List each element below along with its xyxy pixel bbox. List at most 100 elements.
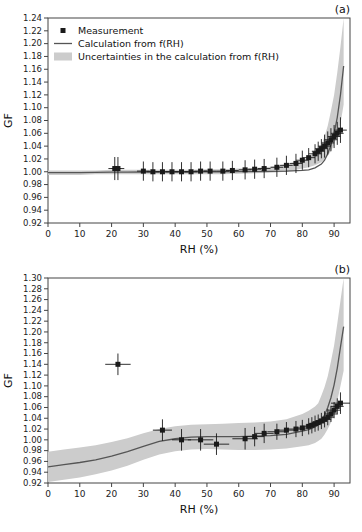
x-tick-label: 30 [138,489,150,499]
y-tick-label: 1.22 [23,316,42,326]
measurement-point [284,163,289,168]
legend-label: Uncertainties in the calculation from f(… [78,51,279,62]
x-tick-label: 50 [201,229,213,239]
y-tick [44,439,48,440]
y-tick [44,472,48,473]
y-tick [44,82,48,83]
calculation-line [48,66,344,173]
y-tick-label: 1.14 [23,77,42,87]
measurement-point [198,169,203,174]
panel-label: (b) [334,263,350,276]
x-tick-label: 60 [233,229,245,239]
y-tick-label: 1.08 [23,391,42,401]
plot-frame [48,278,350,483]
measurement-point [230,168,235,173]
y-tick [44,461,48,462]
y-tick [44,223,48,224]
y-tick-label: 1.14 [23,359,42,369]
x-tick [48,223,49,227]
x-axis-label: RH (%) [180,503,218,516]
y-tick-label: 1.26 [23,294,42,304]
y-tick [44,94,48,95]
x-tick-label: 10 [74,229,86,239]
y-tick [44,331,48,332]
y-tick-label: 1.02 [23,424,42,434]
measurement-point [338,128,343,133]
measurement-point [214,442,219,447]
y-tick [44,30,48,31]
y-tick [44,450,48,451]
y-tick [44,184,48,185]
x-tick-label: 70 [265,489,277,499]
y-tick [44,288,48,289]
y-tick-label: 1.00 [23,435,42,445]
y-tick-label: 1.06 [23,402,42,412]
measurement-point [293,161,298,166]
x-axis-label: RH (%) [180,243,218,256]
y-tick-label: 0.98 [23,179,42,189]
x-tick [111,483,112,487]
y-tick [44,418,48,419]
y-tick-label: 0.92 [23,478,42,488]
y-tick-label: 1.18 [23,51,42,61]
y-tick-label: 1.16 [23,64,42,74]
x-tick-label: 50 [201,489,213,499]
y-tick-label: 0.94 [23,467,42,477]
x-tick [270,223,271,227]
measurement-point [150,169,155,174]
y-tick-label: 1.22 [23,26,42,36]
x-tick [302,223,303,227]
y-tick [44,197,48,198]
x-tick-label: 10 [74,489,86,499]
y-tick [44,407,48,408]
y-tick-label: 1.20 [23,327,42,337]
y-tick-label: 1.24 [23,13,42,23]
x-tick-label: 90 [328,489,340,499]
chart: 01020304050607080900.920.940.960.981.001… [0,0,362,532]
y-axis-label: GF [2,113,15,128]
x-tick-label: 30 [138,229,150,239]
y-tick-label: 1.24 [23,305,42,315]
y-tick [44,133,48,134]
x-tick-label: 80 [297,489,309,499]
x-tick [334,483,335,487]
x-tick [143,483,144,487]
y-tick [44,171,48,172]
x-tick [175,483,176,487]
measurement-point [169,169,174,174]
x-tick [334,223,335,227]
y-tick-label: 0.94 [23,205,42,215]
measurement-point [252,167,257,172]
y-tick-label: 1.12 [23,90,42,100]
y-tick [44,158,48,159]
x-tick-label: 40 [169,229,181,239]
x-tick-label: 20 [106,489,118,499]
measurement-point [179,437,184,442]
y-tick-label: 1.18 [23,338,42,348]
measurement-point [115,362,120,367]
measurement-point [284,428,289,433]
legend-label: Calculation from f(RH) [78,38,184,49]
y-tick-label: 1.00 [23,167,42,177]
y-tick [44,375,48,376]
x-tick [302,483,303,487]
y-tick [44,18,48,19]
uncertainty-band [48,278,344,482]
measurement-point [274,165,279,170]
panel-label: (a) [335,3,350,16]
plot-data [48,18,347,181]
y-tick-label: 1.04 [23,413,42,423]
x-tick [111,223,112,227]
y-tick [44,56,48,57]
measurement-point [243,167,248,172]
measurement-point [306,155,311,160]
y-tick [44,120,48,121]
y-tick-label: 0.96 [23,456,42,466]
y-tick-label: 0.92 [23,218,42,228]
y-tick-label: 1.20 [23,38,42,48]
y-tick [44,321,48,322]
y-tick [44,278,48,279]
x-tick [143,223,144,227]
x-tick-label: 0 [45,229,51,239]
y-tick [44,107,48,108]
